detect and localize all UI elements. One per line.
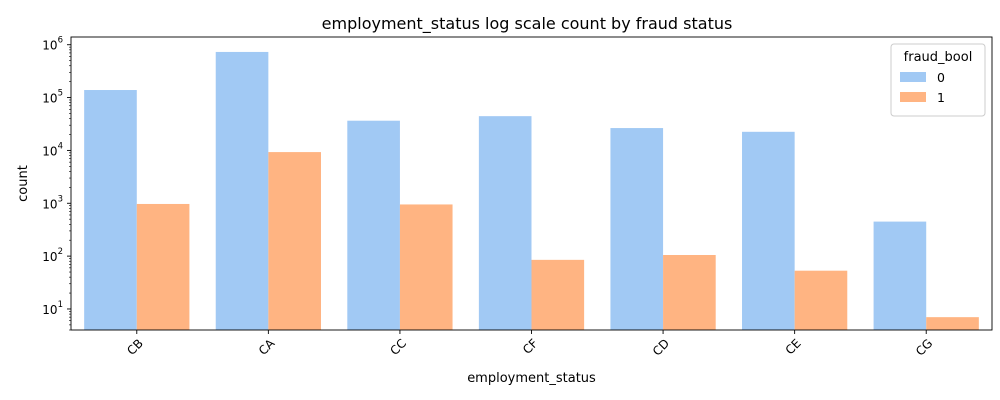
- x-tick-label-ce: CE: [783, 336, 804, 357]
- y-tick-label: 105: [42, 89, 63, 106]
- bar-ce-series-0: [742, 131, 795, 330]
- bar-ca-series-1: [268, 152, 321, 330]
- y-tick-label: 106: [42, 36, 63, 53]
- bar-cb-series-0: [84, 90, 137, 330]
- x-tick-label-ca: CA: [256, 336, 278, 358]
- x-tick-label-cc: CC: [387, 336, 409, 358]
- bar-cd-series-1: [663, 255, 716, 330]
- y-tick-label: 104: [42, 141, 63, 158]
- x-tick-label-cb: CB: [124, 336, 146, 358]
- bar-cc-series-0: [347, 120, 400, 330]
- legend-label-0: 0: [937, 70, 945, 85]
- x-tick-label-cg: CG: [913, 336, 935, 358]
- y-axis-label: count: [16, 165, 31, 202]
- legend-swatch-0: [900, 72, 926, 82]
- x-tick-label-cf: CF: [520, 336, 541, 357]
- bar-cb-series-1: [136, 203, 190, 330]
- legend-title: fraud_bool: [904, 50, 973, 65]
- legend: fraud_bool 0 1: [890, 43, 986, 117]
- legend-swatch-1: [900, 92, 926, 102]
- bar-cc-series-1: [399, 204, 453, 330]
- x-axis: CB CA CC CF CD CE CG: [124, 330, 935, 359]
- bar-cg-series-1: [926, 317, 979, 330]
- bar-ce-series-1: [794, 270, 848, 330]
- bar-ca-series-0: [215, 51, 269, 331]
- y-tick-label: 101: [42, 300, 63, 317]
- x-axis-label: employment_status: [467, 371, 596, 386]
- bar-cd-series-0: [610, 128, 664, 330]
- bar-cf-series-0: [478, 116, 532, 330]
- bars-group: [84, 51, 979, 331]
- x-tick-label-cd: CD: [650, 336, 672, 358]
- y-axis: 101 102 103 104 105 106: [42, 36, 71, 331]
- bar-cg-series-0: [873, 221, 927, 330]
- y-tick-label: 103: [42, 194, 63, 211]
- bar-cf-series-1: [531, 259, 585, 330]
- chart-title: employment_status log scale count by fra…: [322, 14, 733, 34]
- y-tick-label: 102: [42, 247, 63, 264]
- legend-label-1: 1: [937, 90, 945, 105]
